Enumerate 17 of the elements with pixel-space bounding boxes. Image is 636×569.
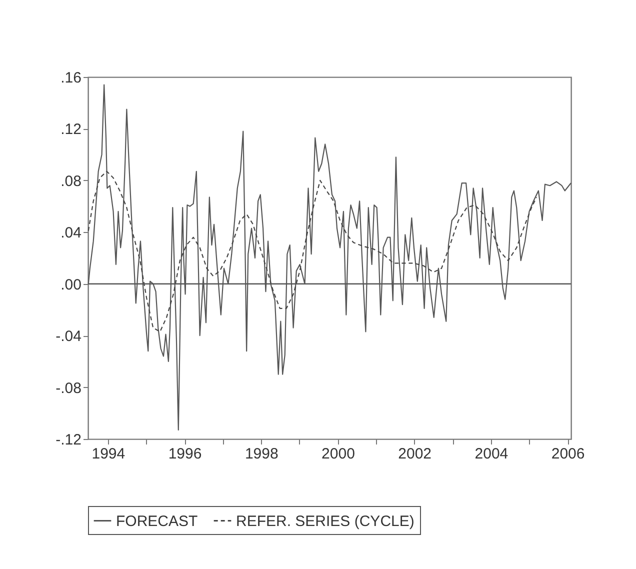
x-tick-label: 2000: [322, 446, 355, 462]
x-tick-label: 1994: [92, 446, 126, 462]
y-tick-label: -.08: [56, 380, 82, 397]
y-tick-label: -.12: [56, 432, 82, 448]
y-tick-label: .04: [60, 224, 82, 242]
x-tick-label: 1998: [244, 446, 278, 462]
legend-label: REFER. SERIES (CYCLE): [236, 512, 414, 530]
legend-label: FORECAST: [116, 512, 198, 530]
y-tick-label: .16: [60, 70, 82, 86]
y-tick-label: .12: [60, 121, 82, 138]
x-tick-label: 2004: [474, 446, 508, 462]
y-tick-label: -.04: [56, 328, 82, 346]
y-tick-label: .00: [60, 276, 82, 294]
x-tick-label: 2002: [398, 446, 432, 462]
x-tick-label: 2006: [551, 446, 585, 462]
x-tick-label: 1996: [168, 446, 202, 462]
y-tick-label: .08: [60, 172, 82, 190]
